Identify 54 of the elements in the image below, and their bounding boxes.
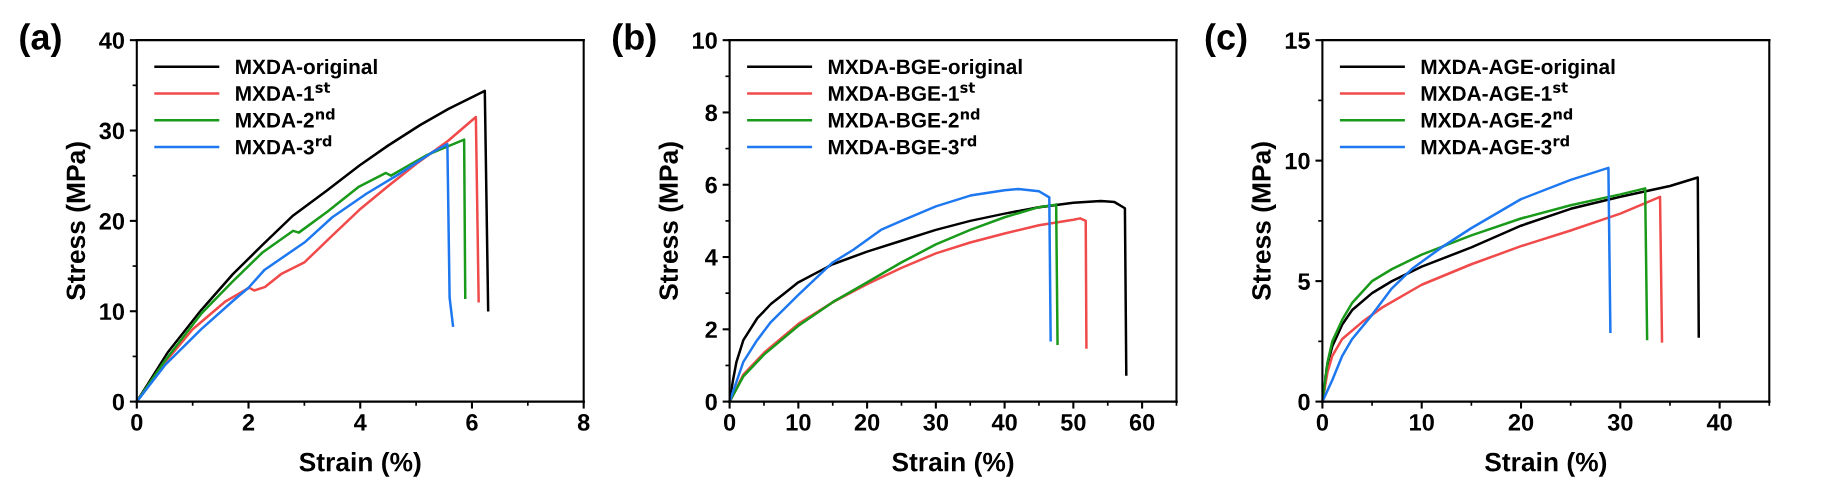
y-tick-label: 15 [1285,32,1310,49]
y-tick-label: 5 [1298,273,1310,290]
x-tick-label: 0 [723,414,736,431]
x-tick-label: 6 [466,414,478,431]
x-tick-label: 0 [1316,414,1328,431]
y-tick-label: 8 [705,104,718,122]
x-tick-label: 30 [923,414,949,431]
legend-label: MXDA-3$^{rd}$ [236,135,332,155]
y-tick-label: 40 [99,32,125,49]
x-tick-label: 10 [786,414,811,431]
x-tick-label: 4 [354,414,367,431]
legend-label: MXDA-BGE-2$^{nd}$ [828,108,980,128]
legend-label: MXDA-BGE-1$^{st}$ [828,82,975,101]
legend-label: MXDA-BGE-3$^{rd}$ [828,135,977,155]
x-tick-label: 0 [131,414,143,431]
y-tick-label: 30 [99,122,125,140]
x-tick-label: 40 [1706,414,1732,431]
x-tick-label: 10 [1410,414,1434,431]
y-axis-title: Stress (MPa) [1251,142,1276,301]
legend-label: MXDA-2$^{nd}$ [236,108,335,128]
y-tick-label: 0 [1298,393,1310,411]
x-tick-label: 40 [991,414,1017,431]
legend-label: MXDA-AGE-1$^{st}$ [1421,82,1568,101]
legend-label: MXDA-AGE-2$^{nd}$ [1421,108,1573,128]
x-tick-label: 8 [577,414,590,431]
y-tick-label: 2 [705,321,717,338]
y-tick-label: 0 [705,393,717,411]
x-axis-title: Strain (%) [299,452,421,477]
legend-label: MXDA-original [236,58,377,79]
y-tick-label: 0 [112,393,125,411]
y-axis-title: Stress (MPa) [65,142,91,301]
x-tick-label: 50 [1060,414,1086,431]
y-tick-label: 20 [99,212,125,230]
legend-label: MXDA-BGE-original [828,58,1022,79]
y-tick-label: 10 [100,303,125,321]
x-axis-title: Strain (%) [892,452,1014,477]
legend-label: MXDA-AGE-3$^{rd}$ [1421,135,1569,155]
y-tick-label: 4 [705,249,718,266]
chart-title: (a) [20,23,61,57]
chart-title: (b) [612,23,656,57]
legend-label: MXDA-AGE-original [1421,58,1615,79]
y-tick-label: 10 [693,32,717,49]
y-tick-label: 6 [705,176,717,194]
x-axis-title: Strain (%) [1485,452,1607,477]
y-tick-label: 10 [1285,152,1310,170]
x-tick-label: 60 [1129,414,1155,431]
legend-label: MXDA-1$^{st}$ [236,82,331,101]
x-tick-label: 2 [242,414,255,431]
chart-title: (c) [1205,23,1247,57]
line-series [1322,166,1612,402]
y-axis-title: Stress (MPa) [658,142,684,301]
x-tick-label: 30 [1607,414,1633,431]
x-tick-label: 20 [854,414,880,431]
x-tick-label: 20 [1508,414,1534,431]
